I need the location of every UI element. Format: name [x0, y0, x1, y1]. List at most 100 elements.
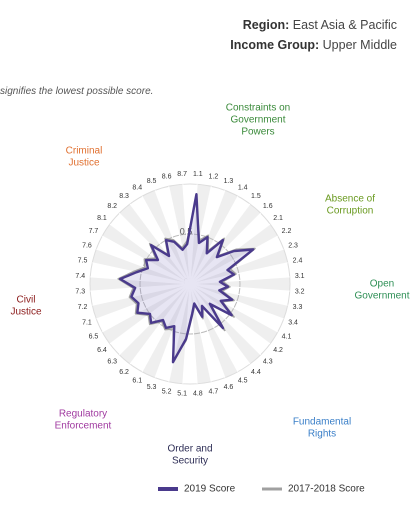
category-label: 4.1	[282, 334, 292, 341]
category-label: 7.2	[78, 304, 88, 311]
category-label: 4.6	[224, 384, 234, 391]
group-label: Civil	[17, 295, 36, 306]
income-group: Income Group: Upper Middle	[230, 38, 397, 52]
category-label: 2.2	[282, 228, 292, 235]
category-label: 8.7	[177, 171, 187, 178]
spoke	[118, 283, 191, 356]
group-label: Criminal	[66, 146, 103, 157]
spoke	[189, 186, 212, 285]
category-label: 4.4	[251, 369, 261, 376]
category-label: 7.7	[89, 228, 99, 235]
series-area	[118, 193, 255, 364]
category-label: 2.4	[293, 257, 303, 264]
spoke	[189, 223, 271, 285]
category-label: 2.3	[288, 242, 298, 249]
category-label: 7.1	[82, 319, 92, 326]
spoke	[189, 283, 284, 320]
spoke	[189, 283, 226, 378]
spoke	[101, 283, 191, 333]
category-label: 1.5	[251, 193, 261, 200]
sector	[190, 224, 278, 284]
category-label: 7.3	[75, 289, 85, 296]
income-label: Income Group:	[230, 38, 320, 52]
spoke	[189, 283, 262, 356]
spoke	[168, 186, 191, 285]
group-label: Powers	[241, 127, 274, 138]
category-label: 6.4	[97, 347, 107, 354]
category-label: 7.6	[82, 242, 92, 249]
category-label: 8.3	[119, 193, 129, 200]
spoke	[96, 248, 191, 285]
spoke	[189, 262, 288, 285]
group-label: Government	[354, 291, 409, 302]
spoke	[189, 283, 290, 292]
group-label: Order and	[167, 444, 212, 455]
spoke	[168, 283, 191, 382]
category-label: 5.2	[162, 388, 172, 395]
group-label: Fundamental	[293, 417, 351, 428]
spoke	[189, 276, 290, 285]
spoke	[189, 283, 198, 384]
region-value: East Asia & Pacific	[292, 18, 397, 32]
sector	[102, 224, 190, 284]
spoke	[90, 283, 191, 292]
category-label: 4.3	[263, 359, 273, 366]
spoke	[189, 283, 279, 333]
category-label: 3.3	[293, 304, 303, 311]
category-label: 5.1	[177, 391, 187, 398]
sector	[190, 284, 261, 365]
income-value: Upper Middle	[322, 38, 397, 52]
outer-ring	[89, 183, 291, 385]
category-label: 1.6	[263, 203, 273, 210]
category-label: 6.1	[132, 377, 142, 384]
category-label: 3.4	[288, 319, 298, 326]
category-label: 4.2	[273, 347, 283, 354]
spoke	[92, 283, 191, 306]
sector	[142, 284, 190, 378]
spoke	[189, 283, 239, 373]
category-label: 4.8	[193, 391, 203, 398]
category-label: 8.4	[132, 184, 142, 191]
spoke	[182, 184, 191, 285]
category-label: 8.5	[147, 178, 157, 185]
spoke	[154, 190, 191, 285]
group-label: Corruption	[327, 206, 374, 217]
category-label: 8.2	[107, 203, 117, 210]
group-label: Open	[370, 279, 394, 290]
note: signifies the lowest possible score.	[0, 86, 154, 97]
sector	[190, 190, 238, 284]
group-label: Justice	[10, 307, 42, 318]
group-label: Absence of	[325, 194, 375, 205]
region: Region: East Asia & Pacific	[243, 18, 397, 32]
sector	[190, 284, 278, 344]
group-label: Enforcement	[55, 421, 112, 432]
category-label: 6.5	[89, 334, 99, 341]
category-label: 3.2	[295, 289, 305, 296]
spoke	[90, 276, 191, 285]
group-label: Rights	[308, 429, 336, 440]
category-label: 5.3	[147, 384, 157, 391]
group-label: Regulatory	[59, 409, 107, 420]
category-label: 1.3	[224, 178, 234, 185]
category-label: 1.4	[238, 184, 248, 191]
category-label: 1.2	[209, 173, 219, 180]
category-label: 2.1	[273, 215, 283, 222]
spoke	[189, 248, 284, 285]
category-label: 3.1	[295, 273, 305, 280]
category-label: 6.3	[107, 359, 117, 366]
sector	[190, 203, 261, 284]
category-label: 8.1	[97, 215, 107, 222]
category-label: 7.4	[75, 273, 85, 280]
category-label: 8.6	[162, 173, 172, 180]
group-label: Constraints on	[226, 103, 290, 114]
spoke	[129, 283, 191, 365]
spoke	[189, 195, 239, 285]
group-label: Security	[172, 456, 208, 467]
category-label: 6.2	[119, 369, 129, 376]
category-label: 4.7	[209, 388, 219, 395]
sector	[119, 203, 190, 284]
group-label: Government	[230, 115, 285, 126]
group-label: Justice	[68, 158, 100, 169]
